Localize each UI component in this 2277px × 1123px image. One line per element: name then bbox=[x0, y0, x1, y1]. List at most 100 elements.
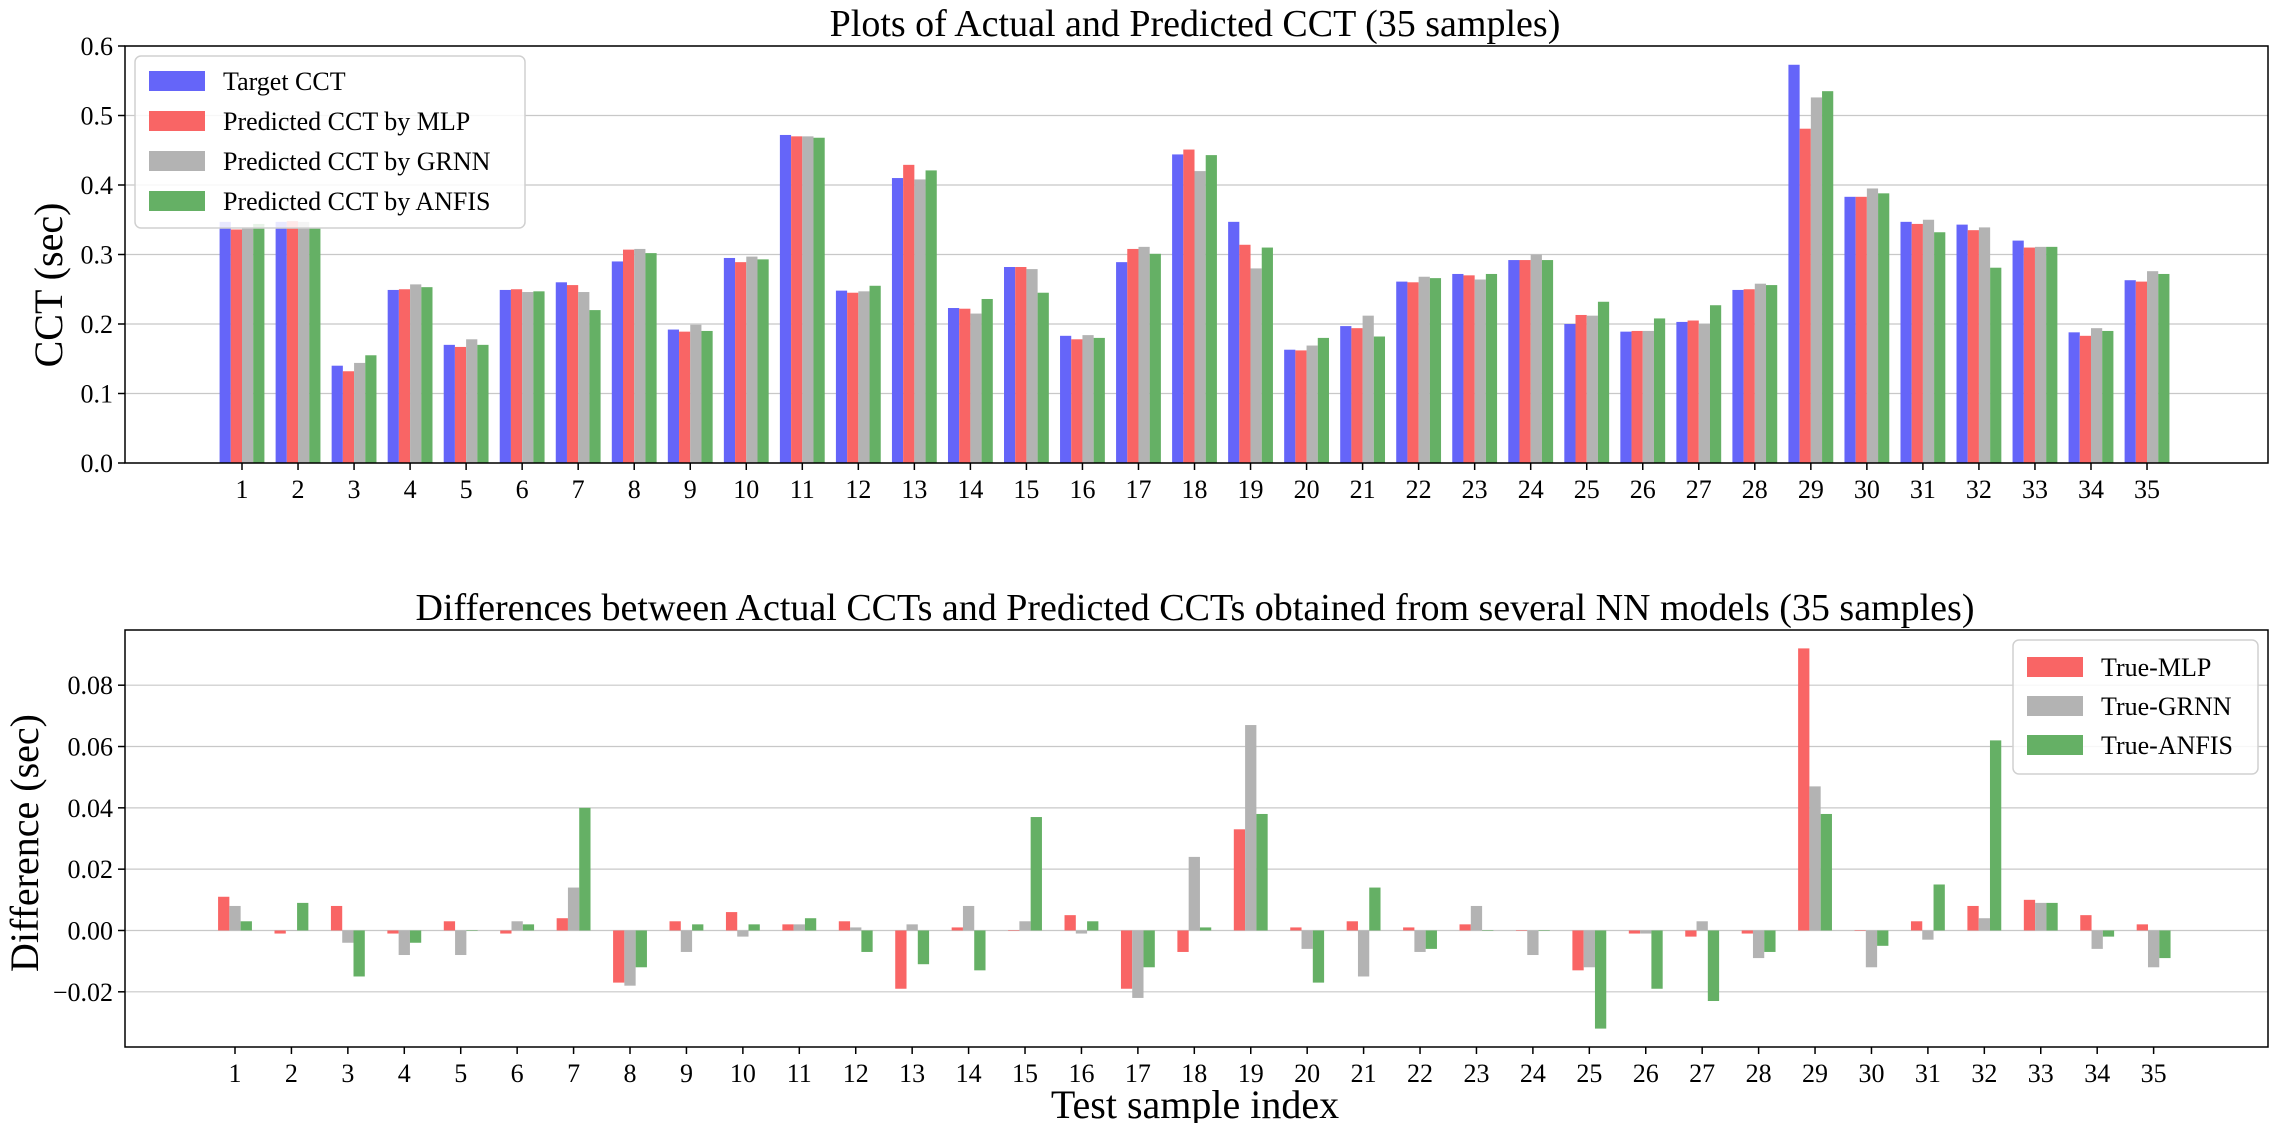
bar-anfis-15 bbox=[1037, 292, 1049, 463]
bar-anfis-12 bbox=[869, 285, 881, 463]
bar-mlp-4 bbox=[387, 930, 399, 934]
bar-grnn-33 bbox=[2035, 902, 2047, 931]
bar-grnn-9 bbox=[680, 930, 693, 952]
bar-anfis-25 bbox=[1594, 930, 1607, 1029]
x-tick-label: 10 bbox=[733, 475, 759, 504]
bar-grnn-25 bbox=[1583, 930, 1595, 968]
bar-target-5 bbox=[443, 344, 455, 463]
y-tick-label: 0.4 bbox=[81, 171, 114, 200]
bar-anfis-22 bbox=[1429, 278, 1442, 463]
bar-grnn-12 bbox=[858, 291, 870, 463]
bar-anfis-10 bbox=[748, 924, 760, 931]
x-tick-label: 22 bbox=[1406, 475, 1432, 504]
bottom-chart-axes: −0.020.000.020.040.060.081 2 3 4 5 6 7 8 9 10 11 12… bbox=[53, 629, 2269, 1088]
bar-grnn-18 bbox=[1188, 856, 1200, 931]
bar-mlp-26 bbox=[1631, 330, 1643, 463]
bar-grnn-16 bbox=[1075, 930, 1088, 934]
bar-grnn-28 bbox=[1754, 283, 1767, 463]
bar-anfis-13 bbox=[925, 170, 937, 463]
y-tick-label: 0.3 bbox=[81, 241, 114, 270]
bar-grnn-26 bbox=[1640, 930, 1652, 934]
bar-anfis-5 bbox=[477, 344, 489, 463]
bar-mlp-11 bbox=[791, 136, 803, 463]
bar-anfis-31 bbox=[1934, 232, 1946, 463]
x-tick-label: 23 bbox=[1462, 475, 1488, 504]
bar-anfis-25 bbox=[1597, 301, 1610, 463]
bar-target-24 bbox=[1508, 260, 1520, 463]
bar-anfis-29 bbox=[1820, 813, 1832, 931]
bar-grnn-34 bbox=[2091, 930, 2103, 949]
bar-anfis-32 bbox=[1989, 740, 2002, 931]
bar-anfis-4 bbox=[409, 930, 422, 943]
bar-anfis-15 bbox=[1030, 817, 1042, 931]
bar-anfis-26 bbox=[1653, 318, 1666, 463]
bar-mlp-35 bbox=[2136, 924, 2148, 931]
bar-anfis-29 bbox=[1822, 91, 1834, 464]
bar-mlp-14 bbox=[951, 927, 963, 931]
bar-mlp-3 bbox=[342, 371, 355, 463]
x-tick-label: 11 bbox=[790, 475, 815, 504]
bar-mlp-1 bbox=[230, 229, 242, 463]
bar-grnn-20 bbox=[1301, 930, 1313, 949]
legend-label: True-GRNN bbox=[2101, 692, 2232, 721]
bar-grnn-15 bbox=[1026, 269, 1038, 463]
x-tick-label: 21 bbox=[1351, 1059, 1377, 1088]
legend-swatch-grnn bbox=[149, 151, 205, 171]
top-chart-bars bbox=[219, 64, 2170, 464]
bar-anfis-9 bbox=[701, 330, 713, 463]
bar-grnn-16 bbox=[1082, 335, 1094, 463]
legend-label: Predicted CCT by GRNN bbox=[223, 147, 491, 176]
bar-anfis-2 bbox=[297, 902, 309, 931]
bar-mlp-26 bbox=[1628, 930, 1641, 934]
bar-anfis-4 bbox=[421, 287, 433, 463]
bar-anfis-19 bbox=[1261, 247, 1273, 463]
bar-mlp-25 bbox=[1575, 314, 1587, 463]
bar-anfis-13 bbox=[917, 930, 930, 965]
bar-grnn-7 bbox=[567, 887, 580, 931]
bar-grnn-21 bbox=[1357, 930, 1370, 977]
bar-anfis-24 bbox=[1538, 930, 1550, 931]
x-tick-label: 26 bbox=[1630, 475, 1656, 504]
x-tick-label: 25 bbox=[1576, 1059, 1602, 1088]
bar-anfis-30 bbox=[1878, 193, 1890, 463]
x-tick-label: 35 bbox=[2134, 475, 2160, 504]
bar-anfis-7 bbox=[579, 807, 591, 931]
y-tick-label: 0.6 bbox=[81, 32, 114, 61]
bar-anfis-5 bbox=[466, 930, 478, 931]
bar-mlp-9 bbox=[679, 331, 691, 463]
bar-target-21 bbox=[1340, 326, 1352, 463]
bar-mlp-10 bbox=[725, 912, 738, 931]
bar-anfis-12 bbox=[861, 930, 873, 952]
bar-grnn-4 bbox=[410, 284, 422, 463]
bar-mlp-35 bbox=[2135, 281, 2148, 463]
bar-target-7 bbox=[555, 282, 567, 463]
bar-anfis-32 bbox=[1990, 267, 2002, 463]
bar-anfis-33 bbox=[2046, 246, 2058, 463]
bar-mlp-27 bbox=[1685, 930, 1697, 937]
bar-mlp-19 bbox=[1239, 244, 1251, 463]
bar-anfis-18 bbox=[1205, 155, 1217, 464]
bar-grnn-22 bbox=[1414, 930, 1426, 952]
bar-target-26 bbox=[1620, 331, 1632, 463]
x-tick-label: 29 bbox=[1798, 475, 1824, 504]
bar-grnn-31 bbox=[1922, 930, 1934, 940]
bar-anfis-19 bbox=[1256, 813, 1268, 931]
bar-anfis-2 bbox=[309, 228, 321, 463]
x-tick-label: 23 bbox=[1463, 1059, 1489, 1088]
y-tick-label: 0.1 bbox=[81, 380, 114, 409]
bar-anfis-34 bbox=[2102, 930, 2115, 937]
bar-target-8 bbox=[611, 261, 624, 463]
bar-mlp-3 bbox=[330, 905, 343, 931]
bar-grnn-11 bbox=[802, 136, 814, 463]
bar-grnn-14 bbox=[962, 905, 975, 931]
bar-anfis-8 bbox=[645, 253, 657, 463]
bar-mlp-13 bbox=[895, 930, 907, 989]
bar-mlp-21 bbox=[1351, 328, 1363, 463]
bar-grnn-22 bbox=[1418, 276, 1430, 463]
bar-mlp-20 bbox=[1295, 350, 1307, 463]
bar-target-29 bbox=[1788, 64, 1800, 463]
bar-target-2 bbox=[275, 221, 287, 463]
bar-grnn-26 bbox=[1642, 330, 1654, 463]
x-tick-label: 15 bbox=[1012, 1059, 1038, 1088]
x-tick-label: 33 bbox=[2022, 475, 2048, 504]
